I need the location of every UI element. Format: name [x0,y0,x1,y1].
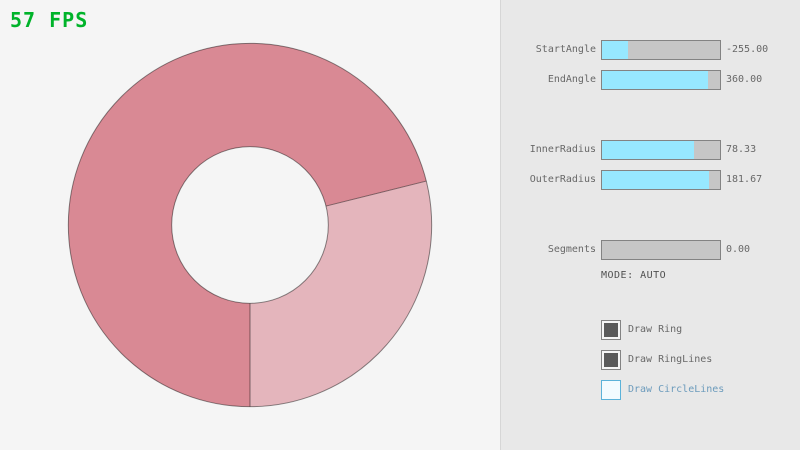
startangle-value: -255.00 [726,44,769,55]
outerradius-slider[interactable] [601,170,721,190]
checkbox-row-draw-circlelines: Draw CircleLines [501,380,800,400]
ring-inner-line [171,146,329,304]
endangle-label: EndAngle [547,74,596,85]
draw-ring-checkbox[interactable] [601,320,621,340]
segments-value: 0.00 [726,244,751,255]
slider-row-startangle: StartAngle -255.00 [501,40,800,60]
innerradius-value: 78.33 [726,144,757,155]
outerradius-label: OuterRadius [529,174,596,185]
outerradius-value: 181.67 [726,174,763,185]
ring-outer-line [67,42,433,408]
draw-ringlines-checkbox[interactable] [601,350,621,370]
draw-circlelines-checkbox[interactable] [601,380,621,400]
outerradius-slider-fill [602,171,710,189]
endangle-slider[interactable] [601,70,721,90]
ring-canvas [67,42,433,408]
ring-start-line [325,180,427,207]
segments-slider[interactable] [601,240,721,260]
ring-light-sector [250,181,432,407]
innerradius-slider[interactable] [601,140,721,160]
ring-dark-sector [68,43,427,407]
slider-row-innerradius: InnerRadius 78.33 [501,140,800,160]
slider-row-outerradius: OuterRadius 181.67 [501,170,800,190]
startangle-slider[interactable] [601,40,721,60]
segments-label: Segments [547,244,596,255]
checkmark [604,353,618,367]
startangle-slider-fill [602,41,628,59]
mode-text: MODE: AUTO [601,270,667,281]
innerradius-slider-fill [602,141,695,159]
checkbox-row-draw-ringlines: Draw RingLines [501,350,800,370]
innerradius-label: InnerRadius [529,144,596,155]
slider-row-endangle: EndAngle 360.00 [501,70,800,90]
fps-counter: 57 FPS [10,8,89,32]
checkmark [604,323,618,337]
startangle-label: StartAngle [535,44,596,55]
endangle-slider-fill [602,71,709,89]
draw-ringlines-label: Draw RingLines [628,354,713,365]
draw-circlelines-label: Draw CircleLines [628,384,725,395]
slider-row-segments: Segments 0.00 [501,240,800,260]
endangle-value: 360.00 [726,74,763,85]
controls-panel: StartAngle -255.00 EndAngle 360.00 Inner… [500,0,800,450]
draw-ring-label: Draw Ring [628,324,683,335]
checkbox-row-draw-ring: Draw Ring [501,320,800,340]
